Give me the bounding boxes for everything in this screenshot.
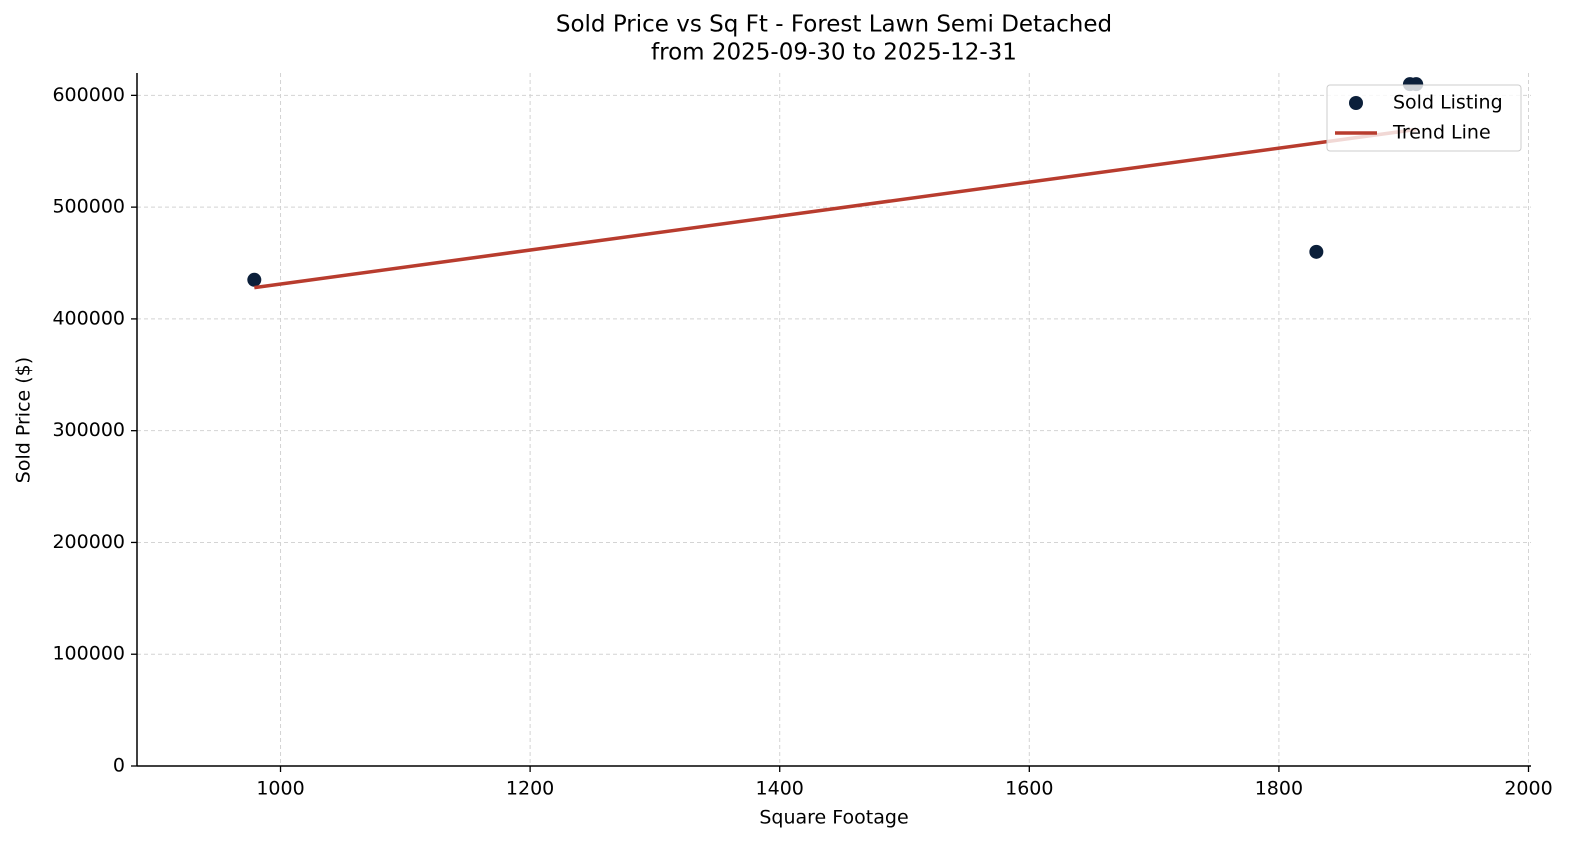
x-tick-label: 1400 (756, 778, 804, 800)
legend-swatch (1349, 96, 1363, 110)
chart-subtitle: from 2025-09-30 to 2025-12-31 (651, 40, 1017, 66)
point (1309, 244, 1324, 259)
x-tick-label: 1200 (506, 778, 554, 800)
trend-line (254, 127, 1417, 290)
y-axis-label: Sold Price ($) (13, 357, 35, 483)
chart-title: Sold Price vs Sq Ft - Forest Lawn Semi D… (556, 12, 1112, 38)
x-tick-label: 1000 (256, 778, 304, 800)
y-tick-label: 600000 (52, 84, 125, 106)
point (247, 272, 262, 287)
x-axis-label: Square Footage (759, 807, 908, 829)
legend-label: Trend Line (1392, 122, 1491, 144)
x-tick-label: 1600 (1005, 778, 1053, 800)
y-tick-label: 300000 (52, 419, 125, 441)
legend-label: Sold Listing (1393, 92, 1503, 114)
y-tick-label: 200000 (52, 531, 125, 553)
y-tick-label: 400000 (52, 307, 125, 329)
x-tick-label: 1800 (1255, 778, 1303, 800)
y-tick-label: 0 (113, 755, 125, 777)
x-tick-label: 2000 (1504, 778, 1552, 800)
y-tick-label: 100000 (52, 643, 125, 665)
y-tick-label: 500000 (52, 196, 125, 218)
